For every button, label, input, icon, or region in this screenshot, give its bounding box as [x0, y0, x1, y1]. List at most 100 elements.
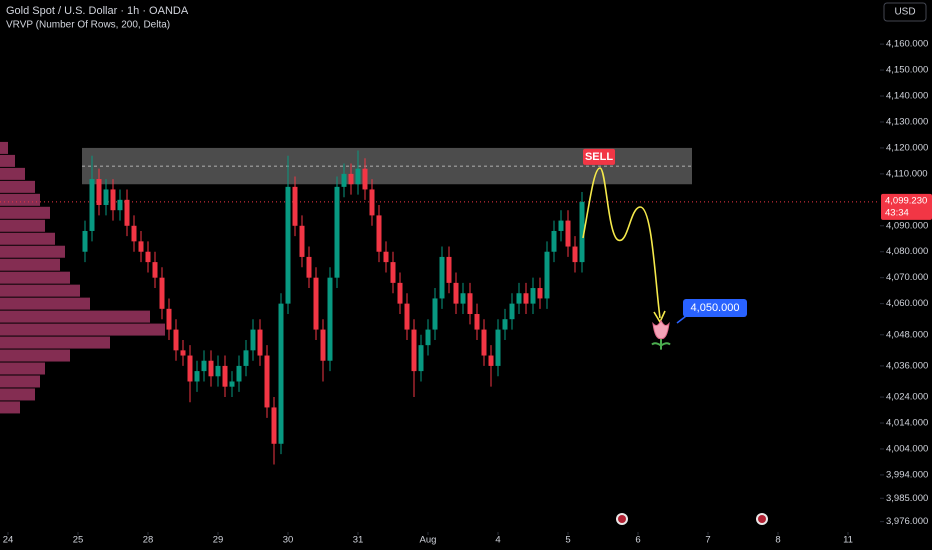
profile-bar: [0, 375, 40, 388]
x-tick-label: 28: [143, 535, 154, 546]
profile-bar: [0, 154, 15, 167]
candle-body: [348, 173, 354, 185]
x-tick-label: 5: [565, 535, 570, 546]
candle-body: [579, 201, 585, 263]
candle-body: [474, 314, 480, 330]
candle-body: [404, 303, 410, 330]
y-tick-label: 3,985.000: [886, 493, 928, 504]
candle-body: [313, 277, 319, 330]
y-tick-label: 4,036.000: [886, 360, 928, 371]
currency-button[interactable]: [883, 2, 927, 22]
candle-body: [117, 199, 123, 211]
y-tick-label: 4,014.000: [886, 418, 928, 429]
y-tick-label: 4,048.000: [886, 329, 928, 340]
candle-body: [530, 288, 536, 304]
candle-body: [215, 365, 221, 377]
candle-body: [320, 329, 326, 361]
profile-bar: [0, 258, 60, 271]
x-tick-label: 31: [353, 535, 364, 546]
target-label: 4,050.000: [691, 302, 740, 314]
y-tick-label: 4,150.000: [886, 65, 928, 76]
target-marker: [651, 319, 671, 350]
x-tick-label: 30: [283, 535, 294, 546]
candle-body: [264, 355, 270, 408]
countdown-label: 43:34: [885, 207, 909, 218]
profile-bar: [0, 167, 25, 180]
candle-body: [82, 230, 88, 252]
y-tick-label: 4,024.000: [886, 392, 928, 403]
candle-body: [131, 225, 137, 242]
candle-body: [152, 262, 158, 278]
profile-bar: [0, 349, 70, 362]
projection-path: [582, 167, 661, 319]
candle-body: [446, 256, 452, 283]
candle-body: [278, 303, 284, 444]
profile-bar: [0, 206, 50, 219]
overlay: SELL 4,050.000: [582, 148, 768, 525]
candle-body: [467, 293, 473, 315]
candle-body: [488, 355, 494, 366]
candle-body: [411, 329, 417, 372]
profile-bar: [0, 245, 65, 258]
candle-body: [516, 293, 522, 304]
candle-body: [558, 220, 564, 231]
candle-body: [166, 308, 172, 330]
candle-body: [145, 251, 151, 263]
x-tick-label: 11: [843, 535, 853, 546]
profile-bar: [0, 284, 80, 297]
candle-body: [334, 186, 340, 278]
candle-body: [544, 251, 550, 299]
candle-body: [208, 360, 214, 377]
candle-body: [439, 256, 445, 299]
candle-body: [89, 179, 95, 231]
x-tick-label: 8: [775, 535, 780, 546]
x-tick-label: 24: [3, 535, 14, 546]
event-icon: [756, 513, 768, 525]
candle-body: [495, 329, 501, 366]
x-tick-label: Aug: [420, 535, 437, 546]
candle-body: [362, 168, 368, 190]
candle-body: [124, 199, 130, 226]
profile-bar: [0, 180, 35, 193]
candle-body: [460, 293, 466, 304]
candle-body: [96, 179, 102, 206]
y-tick-label: 4,160.000: [886, 39, 928, 50]
y-tick-label: 4,004.000: [886, 443, 928, 454]
candle-body: [341, 173, 347, 187]
currency-label[interactable]: USD: [894, 7, 915, 18]
volume-profile: [0, 141, 165, 414]
candle-body: [383, 251, 389, 263]
candle-body: [523, 293, 529, 304]
target-badge: [683, 299, 747, 317]
candle-body: [551, 230, 557, 252]
candle-body: [187, 355, 193, 382]
candle-body: [537, 288, 543, 299]
sell-label: SELL: [585, 151, 613, 163]
candle-body: [222, 365, 228, 387]
candle-body: [509, 303, 515, 320]
profile-bar: [0, 362, 45, 375]
candle-body: [103, 189, 109, 206]
candle-body: [138, 241, 144, 252]
candle-body: [173, 329, 179, 351]
event-icon: [616, 513, 628, 525]
candle-body: [397, 282, 403, 304]
y-tick-label: 4,120.000: [886, 142, 928, 153]
indicator-label: VRVP (Number Of Rows, 200, Delta): [6, 20, 170, 31]
candle-body: [194, 371, 200, 382]
price-axis-bg: [880, 0, 932, 550]
x-tick-label: 6: [635, 535, 640, 546]
candle-body: [418, 345, 424, 372]
candle-body: [236, 365, 242, 382]
flower-head: [652, 319, 670, 340]
y-tick-label: 3,976.000: [886, 516, 928, 527]
candle-body: [299, 225, 305, 257]
candle-body: [502, 319, 508, 330]
candle-body: [572, 246, 578, 263]
x-tick-label: 25: [73, 535, 84, 546]
candle-body: [355, 168, 361, 185]
candle-body: [271, 407, 277, 444]
